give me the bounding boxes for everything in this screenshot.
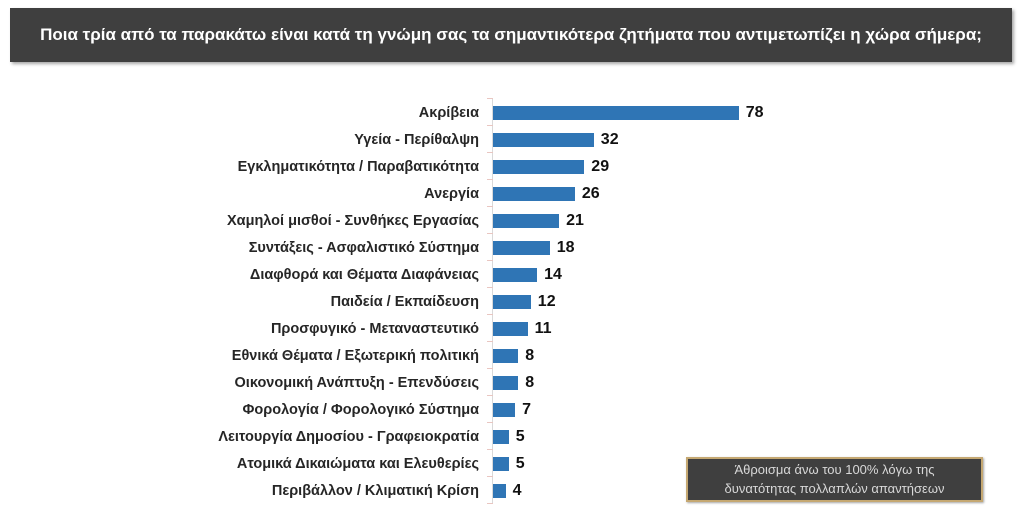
bar [493, 456, 509, 471]
value-label: 26 [581, 184, 600, 202]
bar [493, 402, 516, 417]
bar [493, 321, 528, 336]
category-label: Ακρίβεια [418, 104, 479, 121]
bar-row: Οικονομική Ανάπτυξη - Επενδύσεις 8 [0, 368, 1024, 396]
bar-row: Περιβάλλον / Κλιματική Κρίση 4 [0, 476, 1024, 504]
category-label: Φορολογία / Φορολογικό Σύστημα [242, 401, 479, 418]
bar-row: Εθνικά Θέματα / Εξωτερική πολιτική 8 [0, 341, 1024, 369]
bar-row: Φορολογία / Φορολογικό Σύστημα 7 [0, 395, 1024, 423]
category-label: Παιδεία / Εκπαίδευση [330, 293, 479, 310]
category-label: Χαμηλοί μισθοί - Συνθήκες Εργασίας [226, 212, 479, 229]
question-header: Ποια τρία από τα παρακάτω είναι κατά τη … [10, 8, 1012, 62]
category-label: Συντάξεις - Ασφαλιστικό Σύστημα [248, 239, 479, 256]
bar-track: 8 [487, 341, 1024, 369]
note-text-line-1: Άθροισμα άνω του 100% λόγω της [734, 461, 935, 477]
note-text-line-2: δυνατότητας πολλαπλών απαντήσεων [724, 480, 945, 496]
category-label: Ατομικά Δικαιώματα και Ελευθερίες [236, 455, 479, 472]
question-text: Ποια τρία από τα παρακάτω είναι κατά τη … [40, 25, 982, 44]
bar-row: Εγκληματικότητα / Παραβατικότητα 29 [0, 152, 1024, 180]
bar [493, 132, 594, 147]
value-label: 18 [556, 238, 575, 256]
bar-chart: Ακρίβεια 78 Υγεία - Περίθαλψη 32 Εγκληματικό… [0, 98, 1024, 504]
bar-row: Ακρίβεια 78 [0, 98, 1024, 126]
value-label: 5 [515, 427, 525, 445]
category-label: Προσφυγικό - Μεταναστευτικό [270, 320, 479, 337]
value-label: 8 [525, 346, 535, 364]
bar-track: 29 [487, 152, 1024, 180]
bar [493, 483, 506, 498]
bar [493, 159, 585, 174]
category-label: Λειτουργία Δημοσίου - Γραφειοκρατία [218, 428, 479, 445]
category-label: Ανεργία [424, 185, 479, 202]
category-label: Οικονομική Ανάπτυξη - Επενδύσεις [234, 374, 479, 391]
bar-track: 4 [487, 476, 1024, 504]
category-label: Εγκληματικότητα / Παραβατικότητα [237, 158, 479, 175]
bar-track: 12 [487, 287, 1024, 315]
bar [493, 294, 531, 309]
value-label: 21 [566, 211, 584, 229]
bar-row: Παιδεία / Εκπαίδευση 12 [0, 287, 1024, 315]
bar [493, 240, 550, 255]
note-box: Άθροισμα άνω του 100% λόγω της δυνατότητ… [686, 457, 983, 502]
bar-row: Ατομικά Δικαιώματα και Ελευθερίες 5 [0, 449, 1024, 477]
bar-track: 14 [487, 260, 1024, 288]
bar [493, 348, 519, 363]
bar [493, 186, 575, 201]
bar-row: Λειτουργία Δημοσίου - Γραφειοκρατία 5 [0, 422, 1024, 450]
value-label: 32 [600, 130, 619, 148]
value-label: 8 [525, 373, 535, 391]
bar-row: Διαφθορά και Θέματα Διαφάνειας 14 [0, 260, 1024, 288]
bar [493, 375, 519, 390]
value-label: 11 [534, 319, 552, 337]
bar-row: Ανεργία 26 [0, 179, 1024, 207]
bar-track: 18 [487, 233, 1024, 261]
value-label: 14 [544, 265, 562, 283]
bar [493, 105, 739, 120]
bar-row: Συντάξεις - Ασφαλιστικό Σύστημα 18 [0, 233, 1024, 261]
bar-row: Προσφυγικό - Μεταναστευτικό 11 [0, 314, 1024, 342]
value-label: 29 [591, 157, 610, 175]
category-label: Περιβάλλον / Κλιματική Κρίση [271, 482, 479, 499]
bar-track: 5 [487, 449, 1024, 477]
bar-track: 26 [487, 179, 1024, 207]
bar-track: 32 [487, 125, 1024, 153]
bar-track: 78 [487, 98, 1024, 126]
bar-row: Υγεία - Περίθαλψη 32 [0, 125, 1024, 153]
bar-track: 8 [487, 368, 1024, 396]
category-label: Υγεία - Περίθαλψη [354, 131, 479, 148]
bar-track: 5 [487, 422, 1024, 450]
category-label: Εθνικά Θέματα / Εξωτερική πολιτική [231, 347, 479, 364]
bar [493, 429, 509, 444]
value-label: 12 [537, 292, 556, 310]
bar-track: 21 [487, 206, 1024, 234]
value-label: 4 [512, 481, 522, 499]
category-label: Διαφθορά και Θέματα Διαφάνειας [249, 266, 479, 283]
value-label: 5 [515, 454, 525, 472]
bar [493, 213, 560, 228]
bar-row: Χαμηλοί μισθοί - Συνθήκες Εργασίας 21 [0, 206, 1024, 234]
value-label: 78 [745, 103, 764, 121]
value-label: 7 [522, 400, 531, 418]
bar-track: 7 [487, 395, 1024, 423]
bar-track: 11 [487, 314, 1024, 342]
bar [493, 267, 538, 282]
